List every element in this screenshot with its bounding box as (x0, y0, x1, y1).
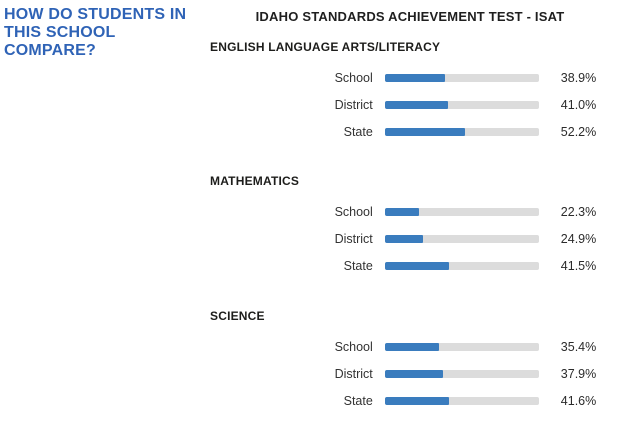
bar-track (384, 261, 539, 270)
bar-row-ela-school: School 38.9% (210, 64, 620, 91)
section-header-ela: ENGLISH LANGUAGE ARTS/LITERACY (210, 40, 441, 54)
bar-fill (384, 100, 448, 109)
bar-fill (384, 127, 466, 136)
bar-fill (384, 234, 424, 243)
bar-track (384, 207, 539, 216)
section-header-mathematics: MATHEMATICS (210, 174, 300, 188)
bar-value: 22.3% (560, 204, 597, 219)
bar-track (384, 127, 539, 136)
bar-value: 38.9% (560, 70, 597, 85)
bar-track (384, 342, 539, 351)
chart-title: IDAHO STANDARDS ACHIEVEMENT TEST - ISAT (255, 9, 565, 24)
bar-row-math-state: State 41.5% (210, 252, 620, 279)
bar-row-math-school: School 22.3% (210, 198, 620, 225)
bar-fill (384, 73, 445, 82)
bar-value: 35.4% (560, 339, 597, 354)
bar-track (384, 100, 539, 109)
bar-track (384, 73, 539, 82)
page-title-line: HOW DO STUDENTS IN (4, 6, 187, 23)
bar-track (384, 369, 539, 378)
bar-label: State (343, 124, 373, 139)
bar-track (384, 234, 539, 243)
bar-label: District (334, 366, 373, 381)
section-rows: School 35.4% District 37.9% State 41.6% (210, 333, 620, 414)
bar-label: School (334, 339, 373, 354)
page-title: HOW DO STUDENTS IN THIS SCHOOL COMPARE? (4, 6, 214, 60)
section-rows: School 38.9% District 41.0% State 52.2% (210, 64, 620, 145)
bar-value: 41.6% (560, 393, 597, 408)
bar-value: 24.9% (560, 231, 597, 246)
bar-value: 52.2% (560, 124, 597, 139)
page-title-line: THIS SCHOOL (4, 24, 116, 41)
bar-label: State (343, 258, 373, 273)
section-header-science: SCIENCE (210, 309, 265, 323)
section-rows: School 22.3% District 24.9% State 41.5% (210, 198, 620, 279)
bar-row-ela-state: State 52.2% (210, 118, 620, 145)
bar-label: School (334, 70, 373, 85)
bar-value: 41.5% (560, 258, 597, 273)
bar-fill (384, 369, 444, 378)
bar-value: 41.0% (560, 97, 597, 112)
bar-fill (384, 396, 449, 405)
section-mathematics: MATHEMATICS School 22.3% District 24.9% … (210, 175, 620, 279)
bar-row-science-school: School 35.4% (210, 333, 620, 360)
bar-track (384, 396, 539, 405)
section-science: SCIENCE School 35.4% District 37.9% Stat… (210, 310, 620, 414)
bar-label: District (334, 231, 373, 246)
bar-value: 37.9% (560, 366, 597, 381)
bar-row-science-district: District 37.9% (210, 360, 620, 387)
bar-row-ela-district: District 41.0% (210, 91, 620, 118)
section-ela: ENGLISH LANGUAGE ARTS/LITERACY School 38… (210, 41, 620, 145)
bar-fill (384, 261, 449, 270)
page-title-line: COMPARE? (4, 42, 96, 59)
bar-label: School (334, 204, 373, 219)
bar-row-science-state: State 41.6% (210, 387, 620, 414)
bar-label: District (334, 97, 373, 112)
bar-row-math-district: District 24.9% (210, 225, 620, 252)
bar-label: State (343, 393, 373, 408)
bar-fill (384, 207, 420, 216)
bar-fill (384, 342, 440, 351)
